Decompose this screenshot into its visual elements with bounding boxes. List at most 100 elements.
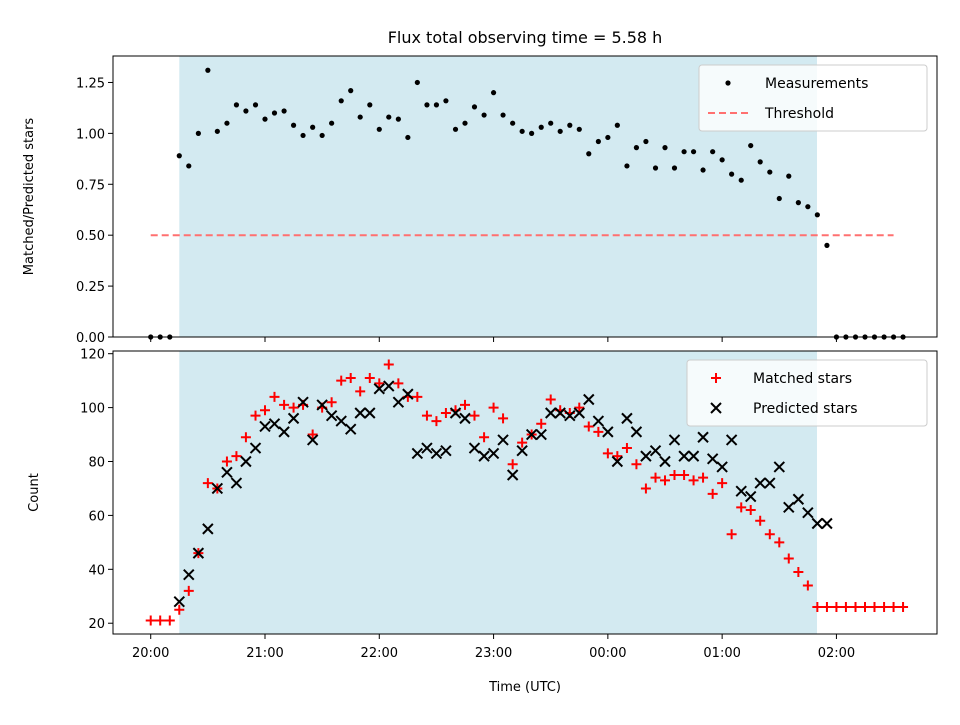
data-point bbox=[183, 568, 195, 581]
top-panel-ratio: 0.00 0.25 0.50 0.75 1.00 1.25 Matched/Predicte… bbox=[22, 55, 938, 346]
data-point bbox=[668, 434, 681, 446]
data-point bbox=[278, 426, 290, 438]
data-point bbox=[395, 116, 401, 122]
x-tick-label: 02:00 bbox=[818, 646, 855, 661]
data-point bbox=[525, 428, 538, 441]
data-point bbox=[498, 413, 509, 424]
data-point bbox=[602, 426, 614, 438]
data-point bbox=[736, 502, 747, 513]
data-point bbox=[671, 165, 678, 171]
data-point bbox=[471, 104, 478, 110]
x-axis-label: Time (UTC) bbox=[488, 680, 561, 695]
data-point bbox=[214, 128, 220, 134]
data-point bbox=[176, 153, 182, 159]
data-point bbox=[700, 167, 706, 173]
data-point bbox=[764, 477, 776, 489]
data-point bbox=[649, 445, 662, 457]
data-point bbox=[681, 149, 687, 155]
data-point bbox=[630, 426, 643, 438]
data-point bbox=[240, 432, 251, 443]
data-point bbox=[449, 407, 462, 419]
data-point bbox=[186, 163, 192, 169]
data-point bbox=[287, 412, 300, 425]
data-point bbox=[516, 445, 528, 457]
legend-item: Matched stars bbox=[711, 371, 852, 387]
data-point bbox=[386, 114, 392, 120]
data-point bbox=[662, 145, 668, 151]
data-point bbox=[650, 472, 661, 483]
data-point bbox=[268, 418, 281, 430]
data-point bbox=[812, 602, 823, 613]
data-point bbox=[478, 450, 490, 462]
data-point bbox=[443, 98, 449, 104]
data-point bbox=[821, 517, 833, 530]
data-point bbox=[336, 375, 347, 386]
data-point bbox=[633, 145, 640, 151]
data-point bbox=[586, 151, 592, 157]
data-point bbox=[755, 515, 766, 526]
data-point bbox=[793, 567, 804, 578]
data-point bbox=[557, 128, 563, 134]
data-point bbox=[850, 602, 861, 613]
data-point bbox=[211, 482, 224, 495]
data-point bbox=[506, 469, 519, 481]
data-point bbox=[535, 428, 547, 441]
data-point bbox=[567, 122, 573, 128]
data-point bbox=[811, 517, 824, 530]
data-point bbox=[519, 128, 525, 134]
data-point bbox=[698, 472, 709, 483]
y-tick-label: 0.25 bbox=[76, 280, 105, 295]
data-point bbox=[869, 602, 880, 613]
data-point bbox=[307, 429, 318, 440]
data-point bbox=[469, 410, 480, 421]
data-point bbox=[240, 455, 252, 468]
data-point bbox=[500, 112, 506, 118]
data-point bbox=[595, 138, 601, 145]
data-point bbox=[583, 393, 595, 406]
data-point bbox=[487, 447, 500, 460]
y-tick-label: 0.00 bbox=[76, 331, 105, 346]
axes-frame bbox=[112, 350, 938, 635]
data-point bbox=[507, 459, 518, 470]
y-tick-label: 40 bbox=[88, 563, 105, 578]
data-point bbox=[192, 547, 205, 559]
data-point bbox=[640, 483, 651, 494]
data-point bbox=[757, 159, 763, 165]
data-point bbox=[735, 485, 747, 497]
data-point bbox=[614, 122, 620, 128]
data-point bbox=[281, 108, 287, 114]
data-point bbox=[462, 120, 468, 126]
data-point bbox=[773, 461, 785, 473]
y-tick-label: 1.25 bbox=[76, 76, 105, 91]
data-point bbox=[814, 212, 820, 218]
data-point bbox=[249, 442, 262, 454]
data-point bbox=[259, 420, 271, 433]
data-point bbox=[316, 399, 328, 411]
data-point bbox=[440, 407, 451, 418]
data-point bbox=[306, 434, 319, 446]
data-point bbox=[325, 409, 338, 422]
axes-frame bbox=[112, 55, 938, 338]
data-point bbox=[326, 397, 337, 408]
data-point bbox=[688, 475, 699, 486]
data-point bbox=[725, 434, 738, 446]
data-point bbox=[707, 488, 718, 499]
data-point bbox=[460, 399, 470, 410]
data-point bbox=[710, 149, 716, 155]
data-point bbox=[224, 120, 230, 126]
legend-marker bbox=[711, 373, 721, 383]
data-point bbox=[481, 112, 487, 118]
data-point bbox=[300, 132, 306, 139]
data-point bbox=[792, 493, 805, 505]
data-point bbox=[764, 529, 775, 540]
data-point bbox=[726, 529, 737, 540]
data-point bbox=[412, 391, 423, 402]
y-axis-label: Count bbox=[27, 473, 42, 512]
data-point bbox=[690, 149, 697, 155]
data-point bbox=[529, 130, 535, 136]
legend-box bbox=[686, 359, 928, 427]
data-point bbox=[510, 120, 516, 126]
data-point bbox=[612, 451, 623, 462]
data-point bbox=[576, 126, 582, 132]
y-tick-label: 1.00 bbox=[76, 127, 105, 142]
